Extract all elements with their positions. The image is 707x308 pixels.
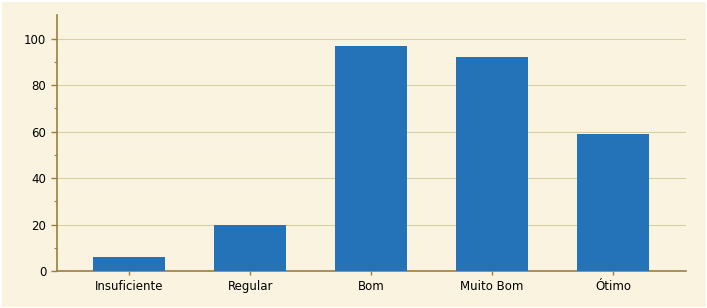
Bar: [214, 225, 286, 271]
Bar: [456, 57, 529, 271]
Bar: [577, 134, 650, 271]
Bar: [93, 257, 165, 271]
Bar: [335, 46, 407, 271]
